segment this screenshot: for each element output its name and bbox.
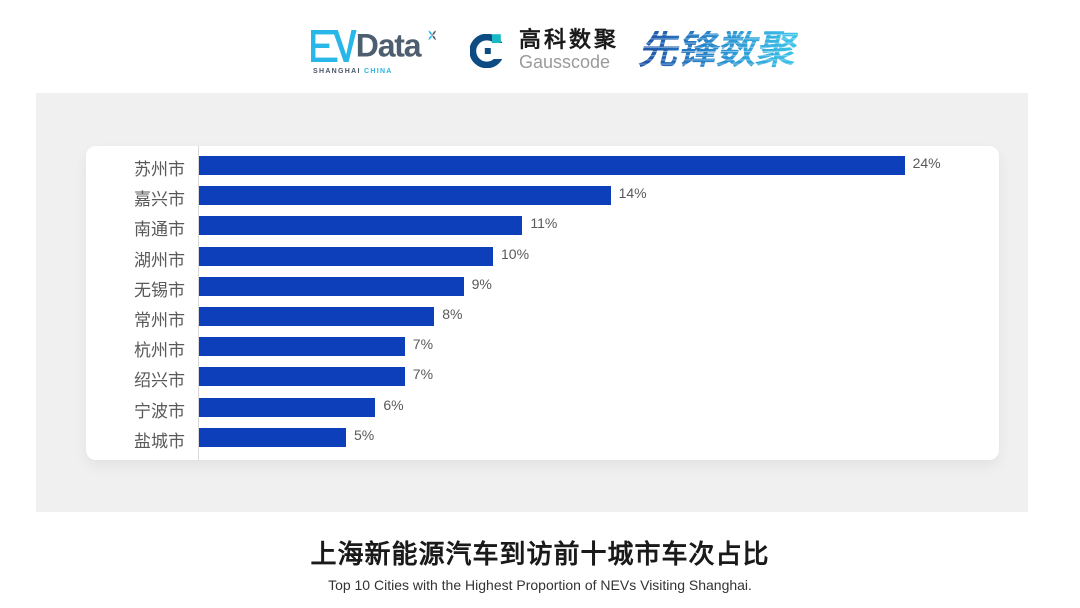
svg-text:Data: Data bbox=[356, 30, 422, 63]
svg-text:先锋数聚: 先锋数聚 bbox=[638, 31, 798, 72]
